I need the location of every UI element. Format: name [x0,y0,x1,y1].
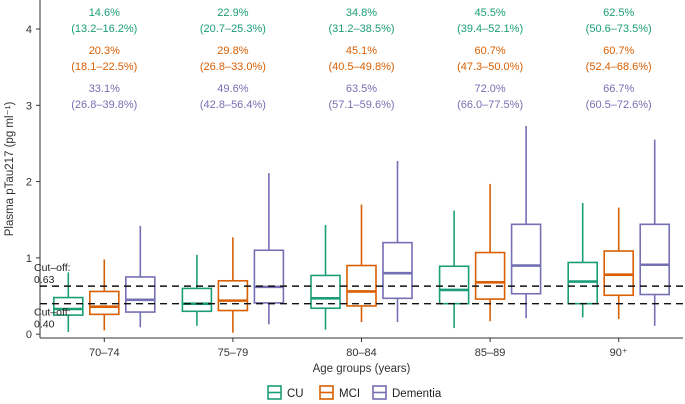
annotation-ci: (52.4–68.6%) [586,61,652,73]
annotation-value: 63.5% [346,83,377,95]
y-tick-label: 1 [26,253,32,265]
y-tick-label: 3 [26,100,32,112]
cutoff-value: 0.40 [34,319,55,331]
x-tick-label: 90⁺ [610,347,628,359]
annotation-value: 60.7% [603,45,634,57]
legend-label: CU [287,388,304,400]
annotation-ci: (60.5–72.6%) [586,99,652,111]
y-tick-label: 2 [26,177,32,189]
annotation-ci: (57.1–59.6%) [328,99,394,111]
annotation-value: 22.9% [217,7,248,19]
annotation-ci: (13.2–16.2%) [71,23,137,35]
annotation-value: 29.8% [217,45,248,57]
y-axis-title: Plasma pTau217 (pg ml⁻¹) [4,102,16,237]
annotation-ci: (26.8–39.8%) [71,99,137,111]
box-dementia [639,223,671,296]
annotation-ci: (42.8–56.4%) [200,99,266,111]
legend-label: Dementia [392,388,442,400]
annotation-value: 66.7% [603,83,634,95]
annotation-ci: (47.3–50.0%) [457,61,523,73]
annotation-ci: (18.1–22.5%) [71,61,137,73]
x-axis-title: Age groups (years) [313,363,411,375]
annotation-ci: (20.7–25.3%) [200,23,266,35]
annotation-value: 45.1% [346,45,377,57]
box-cu [181,287,213,313]
annotation-value: 33.1% [89,83,120,95]
y-tick-label: 4 [26,24,32,36]
cutoff-label: Cut–off: [34,307,71,319]
box-cu [52,296,84,316]
box-mci [346,264,377,307]
annotation-value: 62.5% [603,7,634,19]
annotation-ci: (50.6–73.5%) [586,23,652,35]
annotation-value: 72.0% [474,83,505,95]
box-mci [603,250,635,297]
box-mci [217,279,249,312]
cutoff-value: 0.63 [34,274,55,286]
box-cu [567,261,599,305]
legend-label: MCI [339,388,360,400]
box-mci [89,290,120,316]
annotation-ci: (31.2–38.5%) [328,23,394,35]
x-tick-label: 80–84 [346,347,377,359]
box-dementia [253,249,285,304]
cutoff-label: Cut–off: [34,262,71,274]
annotation-value: 20.3% [89,45,120,57]
x-tick-label: 75–79 [218,347,249,359]
annotation-ci: (40.5–49.8%) [328,61,394,73]
y-tick-label: 0 [26,329,32,341]
box-dementia [125,276,156,313]
x-tick-label: 85–89 [475,347,506,359]
box-cu [310,274,341,310]
annotation-ci: (26.8–33.0%) [200,61,266,73]
annotation-value: 45.5% [474,7,505,19]
annotation-value: 34.8% [346,7,377,19]
annotation-ci: (66.0–77.5%) [457,99,523,111]
annotation-value: 14.6% [89,7,120,19]
annotation-value: 49.6% [217,83,248,95]
annotation-value: 60.7% [474,45,505,57]
box-dementia [382,241,413,300]
box-dementia [510,223,542,295]
box-cu [438,265,470,305]
annotation-ci: (39.4–52.1%) [457,23,523,35]
box-mci [474,251,506,300]
x-tick-label: 70–74 [89,347,120,359]
